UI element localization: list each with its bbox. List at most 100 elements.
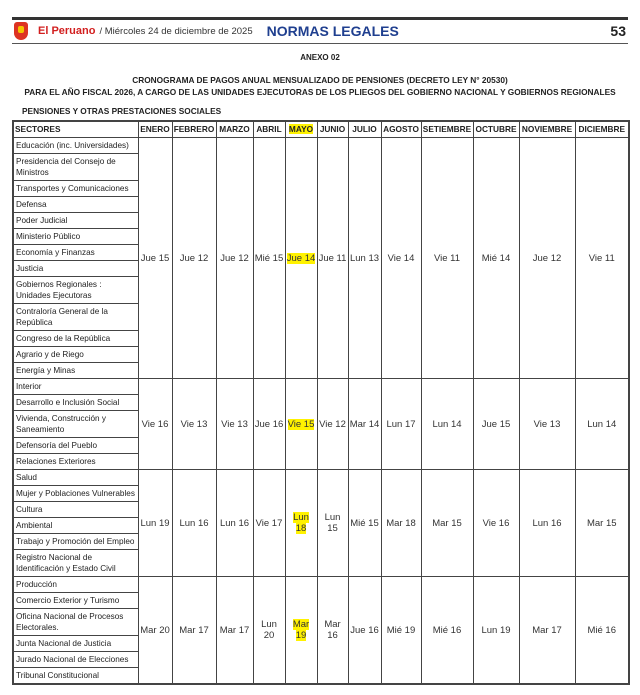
payment-date-octubre: Lun 19 (472, 576, 520, 685)
payment-date-febrero: Vie 13 (171, 378, 217, 470)
payment-date-noviembre: Jue 12 (518, 137, 576, 379)
payment-date-noviembre: Lun 16 (518, 469, 576, 577)
payment-date-enero: Jue 15 (137, 137, 173, 379)
column-header-label: FEBRERO (173, 124, 215, 134)
sector-cell: Economía y Finanzas (12, 244, 139, 261)
sector-cell: Defensoría del Pueblo (12, 437, 139, 454)
sector-cell: Mujer y Poblaciones Vulnerables (12, 485, 139, 502)
payment-date-text: Mar 15 (586, 517, 617, 529)
payment-date-mayo: Mar 19 (284, 576, 318, 685)
payment-date-text: Vie 15 (287, 418, 315, 430)
page-number: 53 (610, 23, 626, 39)
sector-cell: Agrario y de Riego (12, 346, 139, 363)
column-header-agosto: AGOSTO (380, 120, 422, 138)
sector-cell: Presidencia del Consejo de Ministros (12, 153, 139, 181)
column-header-enero: ENERO (137, 120, 173, 138)
sector-cell: Tribunal Constitucional (12, 667, 139, 685)
payment-date-text: Jue 16 (350, 624, 379, 636)
payment-date-text: Mié 16 (432, 624, 462, 636)
payment-date-abril: Jue 16 (252, 378, 286, 470)
sector-cell: Transportes y Comunicaciones (12, 180, 139, 197)
payment-date-text: Mar 19 (292, 619, 310, 641)
payment-date-text: Lun 19 (481, 624, 511, 636)
column-header-label: OCTUBRE (475, 124, 517, 134)
payment-date-enero: Lun 19 (137, 469, 173, 577)
sector-cell: Junta Nacional de Justicia (12, 635, 139, 652)
payment-date-text: Mié 15 (254, 252, 284, 264)
payment-date-agosto: Vie 14 (380, 137, 422, 379)
payment-date-text: Jue 15 (481, 418, 511, 430)
sector-cell: Ministerio Público (12, 228, 139, 245)
sector-cell: Desarrollo e Inclusión Social (12, 394, 139, 411)
payment-date-text: Lun 14 (432, 418, 462, 430)
sector-cell: Relaciones Exteriores (12, 453, 139, 470)
payment-date-julio: Lun 13 (347, 137, 382, 379)
payment-date-junio: Mar 16 (316, 576, 349, 685)
column-header-abril: ABRIL (252, 120, 286, 138)
payment-date-setiembre: Lun 14 (420, 378, 474, 470)
payment-date-text: Lun 16 (532, 517, 562, 529)
column-header-label: JUNIO (319, 124, 346, 134)
doc-title-line2: PARA EL AÑO FISCAL 2026, A CARGO DE LAS … (24, 87, 616, 97)
payment-date-octubre: Vie 16 (472, 469, 520, 577)
column-header-julio: JULIO (347, 120, 382, 138)
payment-date-text: Jue 12 (532, 252, 562, 264)
payment-date-text: Vie 13 (221, 418, 248, 430)
payment-date-text: Lun 14 (587, 418, 617, 430)
payment-date-enero: Vie 16 (137, 378, 173, 470)
payment-date-febrero: Mar 17 (171, 576, 217, 685)
payment-date-text: Vie 14 (387, 252, 415, 264)
payment-date-octubre: Jue 15 (472, 378, 520, 470)
payment-date-text: Mié 14 (481, 252, 511, 264)
column-header-label: DICIEMBRE (578, 124, 626, 134)
payment-date-text: Mar 18 (386, 517, 416, 529)
payment-date-text: Vie 16 (141, 418, 169, 430)
payment-date-febrero: Jue 12 (171, 137, 217, 379)
column-header-febrero: FEBRERO (171, 120, 217, 138)
column-header-octubre: OCTUBRE (472, 120, 520, 138)
payment-date-text: Mar 17 (532, 624, 562, 636)
payment-date-text: Mar 15 (432, 517, 462, 529)
payment-date-agosto: Mar 18 (380, 469, 422, 577)
sector-cell: Ambiental (12, 517, 139, 534)
payment-date-text: Vie 12 (319, 418, 346, 430)
payment-date-setiembre: Vie 11 (420, 137, 474, 379)
payment-date-febrero: Lun 16 (171, 469, 217, 577)
sector-cell: Producción (12, 576, 139, 593)
payment-date-text: Mié 15 (350, 517, 379, 529)
column-header-noviembre: NOVIEMBRE (518, 120, 576, 138)
payment-date-text: Mar 17 (179, 624, 209, 636)
payment-date-text: Lun 19 (140, 517, 170, 529)
payment-date-junio: Lun 15 (316, 469, 349, 577)
payment-date-diciembre: Lun 14 (574, 378, 630, 470)
payment-date-agosto: Mié 19 (380, 576, 422, 685)
table-row: Junta Nacional de Justicia (12, 635, 629, 652)
masthead: El Peruano / Miércoles 24 de diciembre d… (12, 20, 628, 42)
payment-date-text: Lun 20 (261, 619, 277, 641)
payment-date-text: Vie 13 (180, 418, 208, 430)
payment-date-abril: Vie 17 (252, 469, 286, 577)
column-header-label: NOVIEMBRE (521, 124, 573, 134)
payment-date-text: Mar 20 (140, 624, 170, 636)
payment-date-noviembre: Vie 13 (518, 378, 576, 470)
payment-date-text: Mar 16 (324, 619, 341, 641)
sector-cell: Energía y Minas (12, 362, 139, 379)
payment-date-text: Vie 11 (433, 252, 461, 264)
payment-schedule-table: SECTORES ENERO FEBRERO MARZO ABRIL MAYO JUNIO J… (12, 120, 630, 685)
table-row: Producción Mar 20 Mar 17 Mar 17 Lun 20 Mar 19… (12, 576, 630, 685)
sector-cell: Defensa (12, 196, 139, 213)
table-section-title: PENSIONES Y OTRAS PRESTACIONES SOCIALES (22, 106, 222, 116)
doc-title-line1: CRONOGRAMA DE PAGOS ANUAL MENSUALIZADO D… (132, 75, 508, 85)
peru-coat-of-arms-icon (14, 22, 28, 40)
masthead-rule (12, 43, 628, 44)
sector-cell: Comercio Exterior y Turismo (12, 592, 139, 609)
payment-date-text: Lun 17 (386, 418, 416, 430)
payment-date-text: Mar 14 (349, 418, 380, 430)
column-header-label: ENERO (140, 124, 170, 134)
payment-date-text: Lun 15 (324, 512, 341, 534)
payment-date-text: Lun 16 (179, 517, 209, 529)
payment-date-enero: Mar 20 (137, 576, 173, 685)
sector-cell: Salud (12, 469, 139, 486)
payment-date-mayo: Lun 18 (284, 469, 318, 577)
